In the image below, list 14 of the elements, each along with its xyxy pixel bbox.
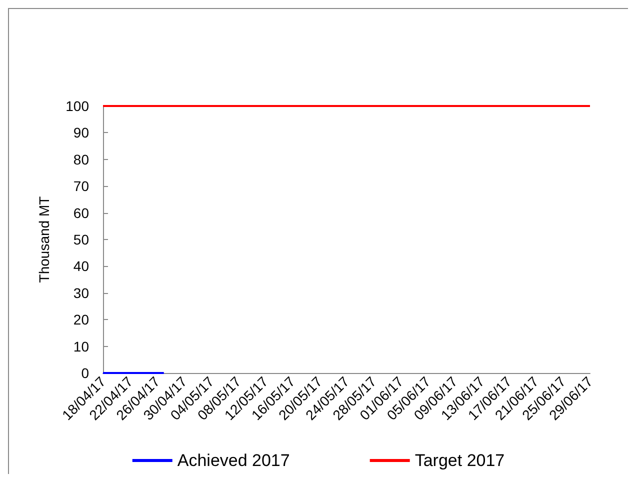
y-tick-label: 20 [73, 312, 90, 328]
y-tick-label: 80 [73, 151, 90, 168]
y-tick-label: 30 [73, 284, 90, 301]
y-tick-label: 60 [73, 204, 90, 221]
y-axis-title: Thousand MT [36, 196, 52, 283]
y-tick-label: 90 [73, 124, 90, 141]
legend-label: Achieved 2017 [177, 451, 290, 470]
y-tick-label: 40 [73, 258, 90, 274]
y-tick-label: 100 [66, 98, 90, 114]
y-tick-label: 50 [73, 232, 90, 248]
y-tick-label: 10 [73, 338, 90, 354]
legend-label: Target 2017 [414, 451, 505, 470]
y-tick-label: 70 [73, 178, 90, 194]
y-tick-label: 0 [81, 365, 90, 381]
